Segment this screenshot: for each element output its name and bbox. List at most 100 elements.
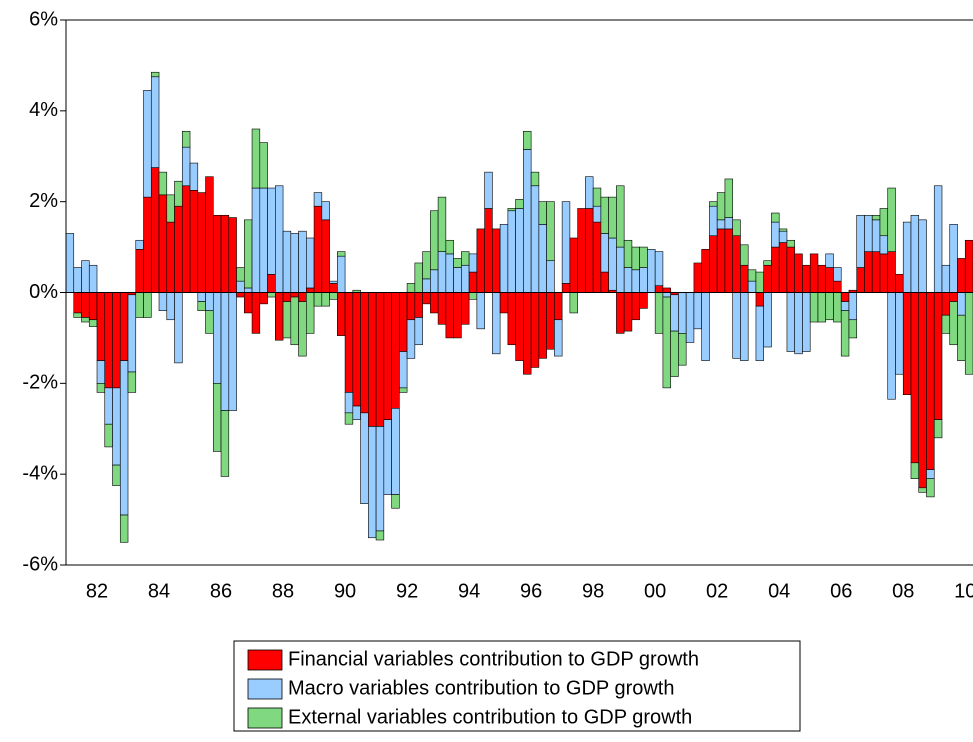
bar — [918, 487, 927, 493]
bar — [236, 267, 245, 282]
bar — [65, 233, 75, 293]
bar — [337, 255, 346, 293]
bar — [840, 310, 850, 357]
bar — [391, 292, 400, 409]
bar — [740, 292, 749, 361]
bar — [554, 319, 563, 357]
bar — [375, 530, 385, 541]
bar — [941, 264, 951, 293]
bar — [81, 317, 90, 323]
bar — [957, 258, 966, 293]
bar — [778, 228, 788, 232]
bar — [375, 426, 385, 532]
bar — [282, 292, 292, 302]
bar — [763, 264, 772, 293]
bar — [530, 171, 540, 187]
bar — [220, 410, 230, 477]
bar — [600, 271, 609, 293]
bar — [809, 292, 819, 323]
bar — [259, 142, 268, 189]
bar — [910, 214, 920, 293]
bar — [414, 292, 423, 318]
bar — [546, 292, 555, 350]
bar — [895, 292, 904, 375]
bar — [368, 292, 377, 427]
bar — [926, 478, 935, 498]
bar — [259, 292, 268, 305]
bar — [453, 267, 462, 293]
bar — [181, 146, 191, 187]
bar — [848, 292, 858, 321]
bar — [771, 246, 780, 293]
bar — [724, 217, 733, 230]
x-tick-label: 02 — [706, 580, 728, 602]
bar — [119, 360, 129, 516]
bar — [352, 292, 361, 407]
bar — [794, 292, 803, 355]
bar — [197, 192, 206, 293]
bar — [290, 233, 299, 293]
bar — [492, 228, 501, 293]
y-tick-label: -6% — [22, 553, 58, 575]
bar — [887, 251, 896, 293]
bar — [616, 246, 625, 293]
bar — [127, 294, 137, 373]
bar — [414, 262, 423, 293]
x-tick-label: 94 — [458, 580, 480, 602]
bar — [949, 224, 958, 293]
bar — [344, 392, 354, 414]
bar — [220, 214, 230, 293]
bar — [887, 292, 896, 400]
bar — [143, 90, 152, 198]
bar — [243, 287, 253, 293]
bar — [592, 187, 602, 207]
bar — [453, 292, 462, 339]
bar — [654, 251, 664, 286]
bar — [344, 292, 354, 393]
bar — [306, 237, 315, 289]
bar — [197, 301, 206, 311]
bar — [422, 278, 431, 293]
bar — [445, 253, 454, 293]
bar — [143, 292, 152, 318]
bar — [468, 253, 478, 273]
bar — [802, 292, 811, 352]
bar — [933, 419, 943, 439]
bar — [763, 260, 772, 266]
bar — [833, 280, 842, 293]
bar — [228, 217, 237, 293]
bar — [119, 514, 129, 543]
bar — [747, 280, 757, 293]
bar — [732, 292, 741, 359]
bar — [251, 187, 261, 293]
bar — [158, 171, 168, 196]
bar — [391, 494, 400, 509]
bar — [941, 314, 951, 334]
bar — [112, 387, 121, 466]
x-tick-label: 08 — [892, 580, 914, 602]
bar — [786, 239, 796, 248]
bar — [670, 330, 679, 377]
bar — [205, 310, 214, 334]
bar — [507, 208, 516, 212]
bar — [181, 130, 191, 148]
bar — [616, 185, 625, 248]
bar — [437, 292, 447, 325]
bar — [840, 292, 850, 302]
bar — [251, 128, 261, 189]
bar — [864, 214, 873, 252]
bar — [166, 221, 175, 293]
bar — [112, 292, 121, 389]
bar — [778, 230, 788, 243]
bar — [825, 292, 834, 321]
x-tick-label: 92 — [396, 580, 418, 602]
bar — [290, 296, 299, 346]
bar — [949, 301, 958, 346]
bar — [298, 301, 307, 357]
bar — [833, 267, 842, 282]
bar — [856, 267, 865, 293]
bar — [499, 292, 509, 314]
bar — [375, 292, 385, 427]
bar — [181, 185, 191, 293]
